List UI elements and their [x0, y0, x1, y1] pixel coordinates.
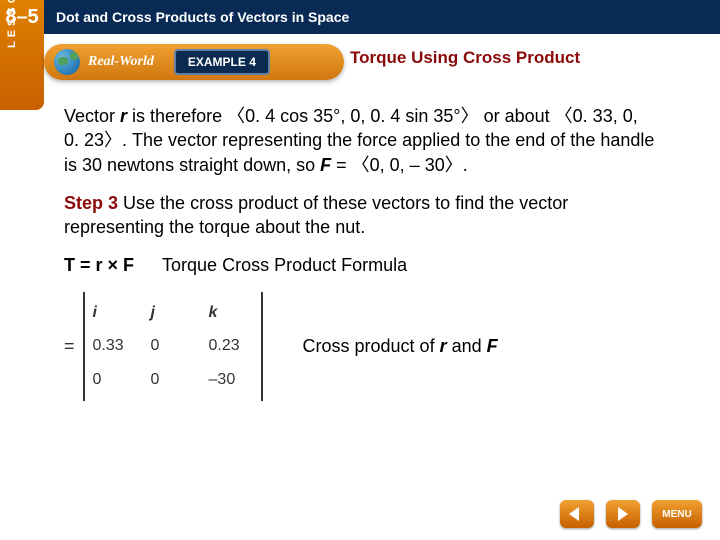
cross-product-description: Cross product of r and F	[303, 334, 498, 358]
det-r1c3: 0.23	[209, 329, 253, 363]
formula-description: Torque Cross Product Formula	[162, 253, 407, 277]
determinant-bars: i j k 0.33 0 0.23 0 0 –30	[83, 292, 263, 401]
det-r2c3: –30	[209, 363, 253, 397]
back-button[interactable]: BACK	[560, 500, 594, 528]
formula-row: T = r × F Torque Cross Product Formula	[64, 253, 656, 277]
det-r1c1: 0.33	[93, 329, 151, 363]
matrix-row: = i j k 0.33 0 0.23	[64, 292, 656, 401]
paragraph-step: Step 3 Use the cross product of these ve…	[64, 191, 656, 240]
exit-button[interactable]: EXIT	[606, 500, 640, 528]
example-bar: Real-World EXAMPLE 4	[44, 44, 344, 80]
paragraph-1: Vector r is therefore 〈0. 4 cos 35°, 0, …	[64, 104, 656, 177]
determinant-table: i j k 0.33 0 0.23 0 0 –30	[93, 296, 253, 397]
step-label: Step 3	[64, 193, 118, 213]
lesson-word: LESSON	[6, 0, 18, 48]
formula-equation: T = r × F	[64, 253, 134, 277]
footer-nav: BACK EXIT MENU	[560, 500, 702, 528]
det-r1c2: 0	[151, 329, 209, 363]
det-hdr-i: i	[93, 296, 151, 330]
menu-button[interactable]: MENU	[652, 500, 702, 528]
determinant: = i j k 0.33 0 0.23	[64, 292, 263, 401]
slide: 8–5 LESSON Dot and Cross Products of Vec…	[0, 0, 720, 540]
lesson-tab: 8–5 LESSON	[0, 0, 44, 110]
det-hdr-j: j	[151, 296, 209, 330]
example-title: Torque Using Cross Product	[350, 48, 580, 68]
chapter-title-bar: Dot and Cross Products of Vectors in Spa…	[44, 0, 720, 34]
example-number: EXAMPLE 4	[174, 49, 270, 75]
det-hdr-k: k	[209, 296, 253, 330]
content: Vector r is therefore 〈0. 4 cos 35°, 0, …	[64, 104, 656, 401]
globe-icon	[54, 49, 80, 75]
real-world-label: Real-World	[88, 54, 154, 70]
det-r2c1: 0	[93, 363, 151, 397]
chapter-title: Dot and Cross Products of Vectors in Spa…	[56, 9, 349, 25]
equals-sign: =	[64, 334, 75, 358]
det-r2c2: 0	[151, 363, 209, 397]
